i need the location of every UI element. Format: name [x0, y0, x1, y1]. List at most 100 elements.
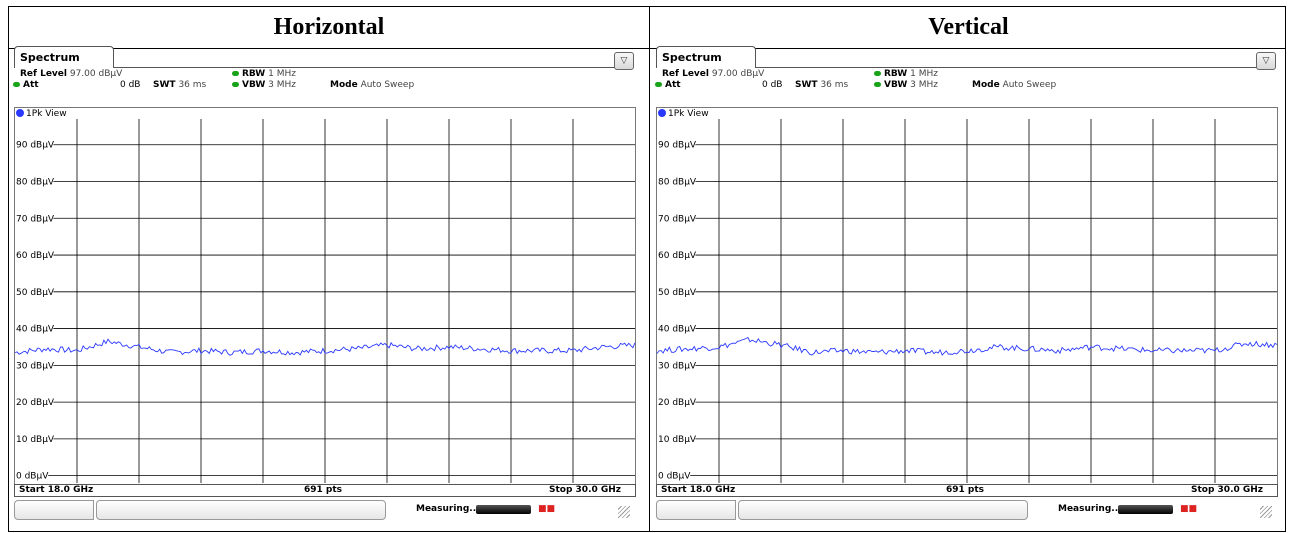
swt-label: SWT	[153, 80, 176, 90]
swt-label: SWT	[795, 80, 818, 90]
trace-label-text: 1Pk View	[26, 109, 67, 119]
vbw-label: VBW	[884, 80, 908, 90]
att-indicator	[655, 82, 662, 87]
tick-label-background	[15, 249, 54, 261]
y-tick-label: 10 dBµV	[16, 435, 55, 445]
stop-frequency: Stop 30.0 GHz	[1191, 485, 1264, 495]
mode-label: Mode	[972, 80, 1000, 90]
tick-label-background	[657, 359, 696, 371]
tick-label-background	[15, 359, 54, 371]
y-tick-label: 50 dBµV	[658, 288, 697, 298]
y-tick-label: 40 dBµV	[658, 325, 697, 335]
mode-label: Mode	[330, 80, 358, 90]
plot-footer: Start 18.0 GHz 691 pts Stop 30.0 GHz	[656, 484, 1278, 497]
start-frequency: Start 18.0 GHz	[19, 485, 94, 495]
tick-label-background	[657, 469, 691, 481]
y-tick-label: 30 dBµV	[16, 361, 55, 371]
plot-footer: Start 18.0 GHz 691 pts Stop 30.0 GHz	[14, 484, 636, 497]
y-tick-label: 70 dBµV	[16, 214, 55, 224]
y-tick-label: 60 dBµV	[16, 251, 55, 261]
att-row: Att	[13, 80, 39, 90]
resize-grip-icon[interactable]	[1260, 506, 1272, 518]
y-tick-label: 20 dBµV	[658, 398, 697, 408]
tick-label-background	[657, 432, 696, 444]
header-divider	[9, 48, 1285, 49]
resize-grip-icon[interactable]	[618, 506, 630, 518]
y-tick-label: 80 dBµV	[16, 178, 55, 188]
att-value: 0 dB	[120, 80, 141, 90]
mode-row: Mode Auto Sweep	[330, 80, 414, 90]
y-tick-label: 0 dBµV	[658, 472, 691, 482]
swt-row: SWT 36 ms	[795, 80, 848, 90]
tick-label-background	[657, 396, 696, 408]
tick-label-background	[15, 212, 54, 224]
tick-label-background	[15, 285, 54, 297]
ref-level-label: Ref Level	[662, 69, 709, 79]
vbw-indicator	[232, 82, 239, 87]
y-tick-label: 70 dBµV	[658, 214, 697, 224]
status-bar: Measuring... ■■	[14, 500, 636, 520]
y-tick-label: 60 dBµV	[658, 251, 697, 261]
swt-value: 36 ms	[178, 80, 207, 90]
status-field-message[interactable]	[96, 500, 386, 520]
tick-label-background	[15, 469, 49, 481]
status-field-left[interactable]	[656, 500, 736, 520]
tick-label-background	[657, 175, 696, 187]
menu-dropdown-icon[interactable]: ▽	[1256, 52, 1276, 70]
spectrum-panel-horizontal: Spectrum ▽ Ref Level 97.00 dBµV Att 0 dB…	[10, 42, 643, 526]
tick-label-background	[15, 432, 54, 444]
tick-label-background	[657, 249, 696, 261]
menu-dropdown-icon[interactable]: ▽	[614, 52, 634, 70]
y-tick-label: 80 dBµV	[658, 178, 697, 188]
att-value: 0 dB	[762, 80, 783, 90]
y-tick-label: 10 dBµV	[658, 435, 697, 445]
vbw-value: 3 MHz	[268, 80, 296, 90]
tab-spectrum[interactable]: Spectrum	[14, 46, 114, 68]
status-warning-icon: ■■	[1180, 504, 1198, 514]
measuring-status: Measuring...	[1058, 504, 1122, 514]
comparison-table: Horizontal Vertical	[8, 6, 1286, 532]
spectrum-panel-vertical: Spectrum ▽ Ref Level 97.00 dBµV Att 0 dB…	[652, 42, 1285, 526]
mode-value: Auto Sweep	[360, 80, 415, 90]
status-field-message[interactable]	[738, 500, 1028, 520]
tick-label-background	[15, 138, 54, 150]
mode-row: Mode Auto Sweep	[972, 80, 1056, 90]
spectrum-plot: 0 dBµV 10 dBµV 20 dBµV 30 dBµV 40 dBµV 50 dBµ…	[14, 119, 636, 483]
y-tick-label: 50 dBµV	[16, 288, 55, 298]
column-title-vertical: Vertical	[928, 14, 1009, 40]
trace-label: 1Pk View	[658, 109, 709, 119]
y-tick-label: 30 dBµV	[658, 361, 697, 371]
trace-label: 1Pk View	[16, 109, 67, 119]
att-indicator	[13, 82, 20, 87]
att-row: Att	[655, 80, 681, 90]
tick-label-background	[657, 322, 696, 334]
points-count: 691 pts	[304, 485, 343, 495]
measuring-status: Measuring...	[416, 504, 480, 514]
column-divider	[649, 7, 650, 531]
column-title-horizontal: Horizontal	[273, 14, 385, 40]
ref-level-label: Ref Level	[20, 69, 67, 79]
vbw-indicator	[874, 82, 881, 87]
status-bar: Measuring... ■■	[656, 500, 1278, 520]
sweep-progress-bar	[476, 505, 531, 514]
att-label: Att	[23, 80, 39, 90]
tick-label-background	[657, 138, 696, 150]
status-field-left[interactable]	[14, 500, 94, 520]
sweep-progress-bar	[1118, 505, 1173, 514]
rbw-label: RBW	[884, 69, 908, 79]
vbw-row: VBW 3 MHz	[874, 80, 938, 90]
y-tick-label: 90 dBµV	[16, 141, 55, 151]
spectrum-plot: 0 dBµV 10 dBµV 20 dBµV 30 dBµV 40 dBµV 50 dBµ…	[656, 119, 1278, 483]
tab-underline	[114, 67, 622, 68]
rbw-row: RBW 1 MHz	[232, 69, 296, 79]
trace-label-text: 1Pk View	[668, 109, 709, 119]
rbw-label: RBW	[242, 69, 266, 79]
ref-level-row: Ref Level 97.00 dBµV	[20, 69, 122, 79]
rbw-value: 1 MHz	[268, 69, 296, 79]
y-tick-label: 90 dBµV	[658, 141, 697, 151]
tab-spectrum[interactable]: Spectrum	[656, 46, 756, 68]
tab-underline	[756, 67, 1264, 68]
swt-value: 36 ms	[820, 80, 849, 90]
status-warning-icon: ■■	[538, 504, 556, 514]
rbw-row: RBW 1 MHz	[874, 69, 938, 79]
